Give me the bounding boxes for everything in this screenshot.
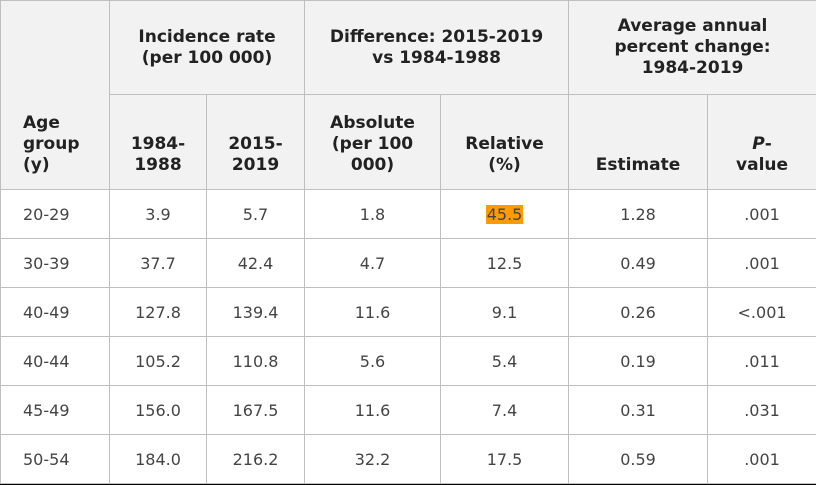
absolute-cell: 5.6 <box>304 336 442 386</box>
estimate-cell: 0.59 <box>568 434 709 484</box>
table-row: 30-39 37.7 42.4 4.7 12.5 0.49 .001 <box>0 238 816 288</box>
absolute-cell: 11.6 <box>304 385 442 435</box>
rate-2015-cell: 42.4 <box>205 238 306 288</box>
rate-1984-cell: 156.0 <box>109 385 207 435</box>
absolute-cell: 11.6 <box>304 287 442 337</box>
age-cell: 50-54 <box>0 434 110 484</box>
estimate-cell: 1.28 <box>568 189 709 239</box>
rate-1984-cell: 184.0 <box>109 434 207 484</box>
table-row: 40-44 105.2 110.8 5.6 5.4 0.19 .011 <box>0 336 816 386</box>
age-cell: 45-49 <box>0 385 110 435</box>
relative-cell: 9.1 <box>440 287 570 337</box>
age-cell: 30-39 <box>0 238 110 288</box>
p-value-cell: .001 <box>707 238 816 288</box>
table-row: 50-54 184.0 216.2 32.2 17.5 0.59 .001 <box>0 434 816 484</box>
absolute-cell: 32.2 <box>304 434 442 484</box>
age-cell: 40-49 <box>0 287 110 337</box>
rate-2015-cell: 167.5 <box>205 385 306 435</box>
rate-2015-cell: 139.4 <box>205 287 306 337</box>
p-value-cell: <.001 <box>707 287 816 337</box>
p-value-cell: .031 <box>707 385 816 435</box>
incidence-rate-header: Incidence rate (per 100 000) <box>108 0 306 95</box>
estimate-cell: 0.19 <box>568 336 709 386</box>
estimate-cell: 0.31 <box>568 385 709 435</box>
relative-cell: 5.4 <box>440 336 570 386</box>
rate-1984-cell: 37.7 <box>109 238 207 288</box>
age-cell: 40-44 <box>0 336 110 386</box>
age-cell: 20-29 <box>0 189 110 239</box>
estimate-cell: 0.49 <box>568 238 709 288</box>
aapc-header: Average annual percent change: 1984-2019 <box>568 0 816 95</box>
difference-header: Difference: 2015-2019 vs 1984-1988 <box>304 0 570 95</box>
rate-2015-cell: 5.7 <box>205 189 306 239</box>
absolute-cell: 1.8 <box>304 189 442 239</box>
relative-cell: 45.5 <box>440 189 570 239</box>
p-value-cell: .001 <box>707 189 816 239</box>
p-value-cell: .011 <box>707 336 816 386</box>
table-row: 20-29 3.9 5.7 1.8 45.5 1.28 .001 <box>0 189 816 239</box>
rate-2015-cell: 216.2 <box>205 434 306 484</box>
rate-1984-cell: 127.8 <box>109 287 207 337</box>
age-group-header: Age group (y) <box>0 0 110 190</box>
relative-cell: 12.5 <box>440 238 570 288</box>
col-1984-header: 1984- 1988 <box>109 94 207 190</box>
highlighted-value: 45.5 <box>485 204 524 224</box>
absolute-cell: 4.7 <box>304 238 442 288</box>
table-row: 40-49 127.8 139.4 11.6 9.1 0.26 <.001 <box>0 287 816 337</box>
p-value-cell: .001 <box>707 434 816 484</box>
absolute-header: Absolute (per 100 000) <box>304 94 442 190</box>
rate-2015-cell: 110.8 <box>205 336 306 386</box>
rate-1984-cell: 3.9 <box>109 189 207 239</box>
rate-1984-cell: 105.2 <box>109 336 207 386</box>
estimate-header: Estimate <box>568 94 709 190</box>
p-value-header: P- value <box>707 94 816 190</box>
col-2015-header: 2015- 2019 <box>205 94 306 190</box>
relative-cell: 7.4 <box>440 385 570 435</box>
estimate-cell: 0.26 <box>568 287 709 337</box>
relative-cell: 17.5 <box>440 434 570 484</box>
relative-header: Relative (%) <box>440 94 570 190</box>
table-row: 45-49 156.0 167.5 11.6 7.4 0.31 .031 <box>0 385 816 435</box>
